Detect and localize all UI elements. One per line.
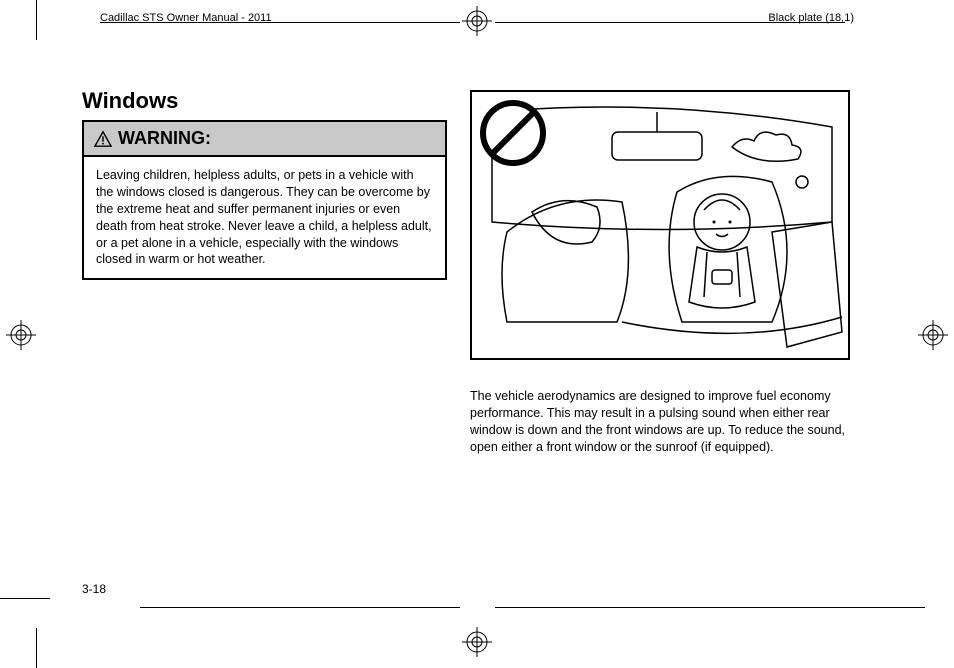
crop-line — [36, 628, 37, 668]
warning-body: Leaving children, helpless adults, or pe… — [84, 157, 445, 278]
crop-line — [0, 598, 50, 599]
warning-triangle-icon — [94, 130, 112, 148]
warning-title-bar: WARNING: — [84, 122, 445, 157]
footer-rule-right — [495, 607, 925, 609]
registration-mark-right — [918, 320, 948, 355]
registration-mark-left — [6, 320, 36, 355]
header-rule-right — [495, 22, 845, 23]
registration-mark-bottom — [462, 627, 492, 662]
header-rule-left — [100, 22, 460, 23]
prohibition-icon — [478, 98, 548, 168]
crop-line — [36, 0, 37, 40]
illustration-caption: The vehicle aerodynamics are designed to… — [470, 388, 850, 456]
warning-label: WARNING: — [118, 128, 211, 149]
page-number: 3-18 — [82, 582, 106, 596]
footer-rule-left — [140, 607, 460, 609]
section-title: Windows — [82, 88, 178, 114]
warning-box: WARNING: Leaving children, helpless adul… — [82, 120, 447, 280]
illustration-child-in-car — [470, 90, 850, 360]
registration-mark-top — [462, 6, 492, 41]
